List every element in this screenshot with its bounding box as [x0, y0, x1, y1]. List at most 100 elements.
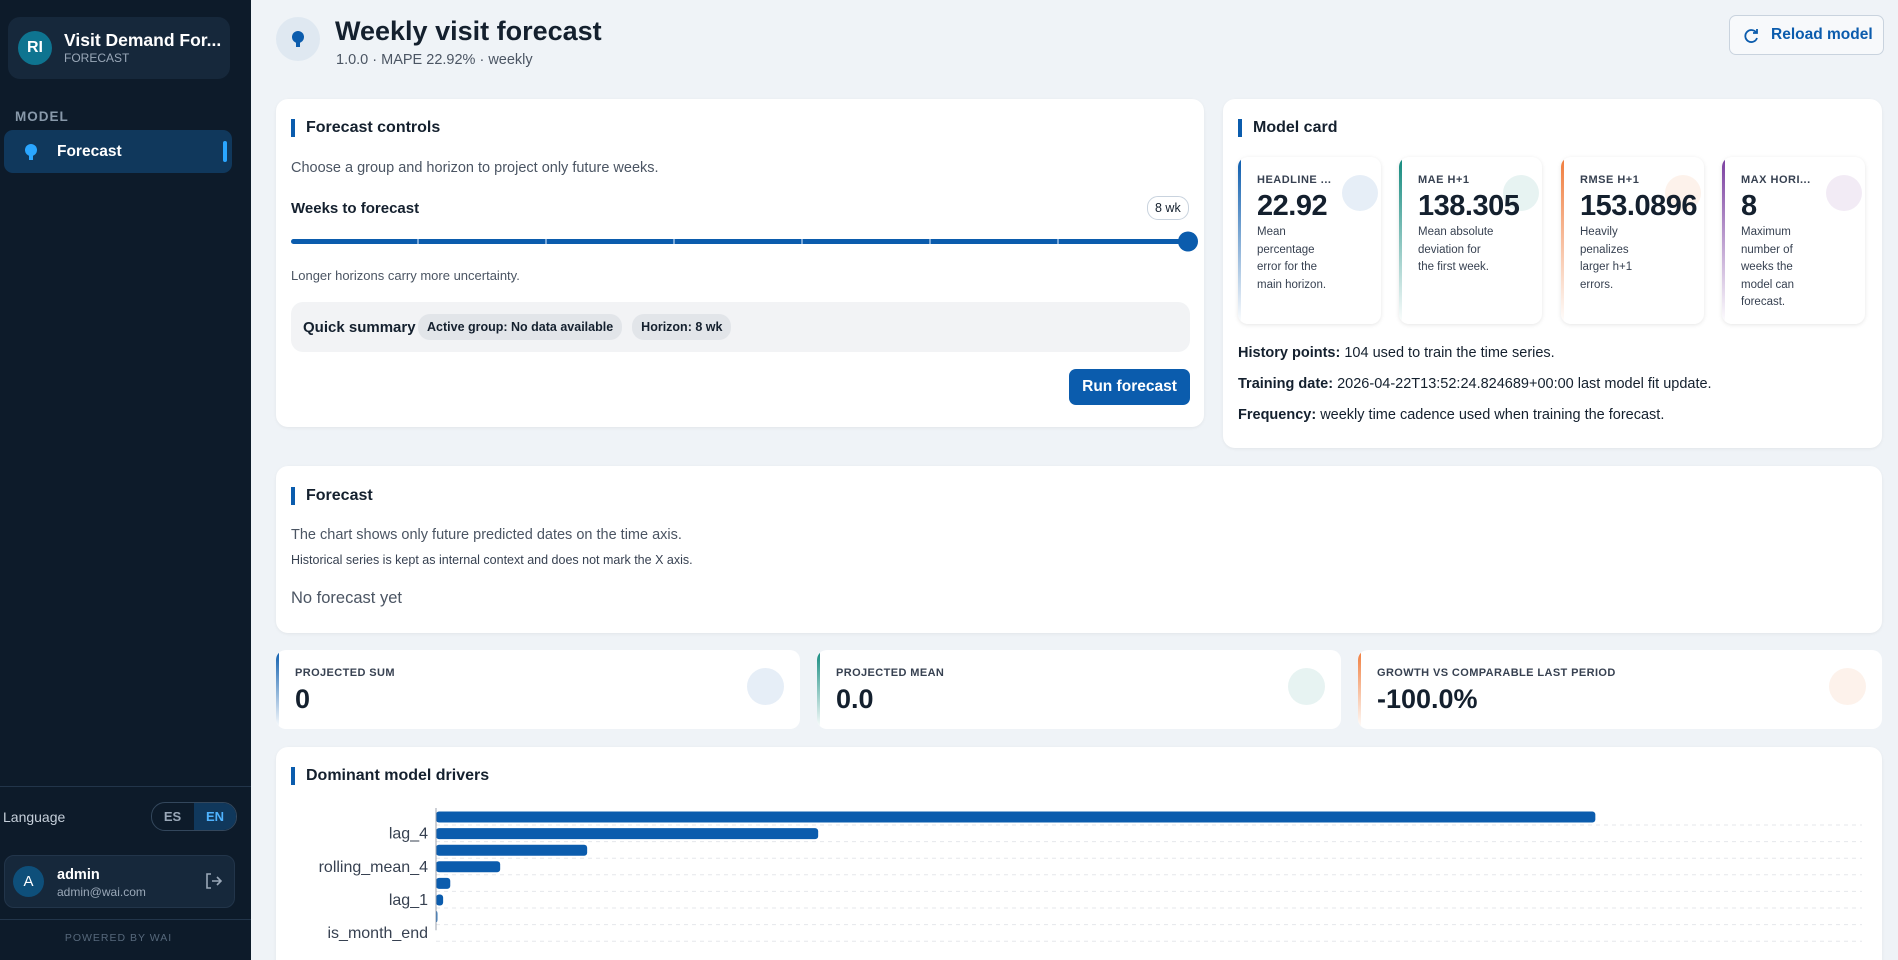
language-toggle: ES EN — [151, 802, 237, 831]
forecast-description: The chart shows only future predicted da… — [291, 527, 682, 543]
metric-description: Heavily penalizes larger h+1 errors. — [1580, 226, 1633, 291]
forecast-card: Forecast The chart shows only future pre… — [276, 466, 1882, 633]
detail-label: Frequency: — [1238, 407, 1317, 423]
language-label: Language — [3, 809, 66, 825]
y-tick-label: lag_4 — [389, 826, 428, 843]
detail-row: Training date: 2026-04-22T13:52:24.82468… — [1238, 376, 1712, 392]
page-title: Weekly visit forecast — [335, 16, 602, 46]
kpi-accent — [276, 650, 279, 729]
metric-deco — [1665, 175, 1701, 211]
forecast-note: Historical series is kept as internal co… — [291, 553, 693, 567]
language-option[interactable]: ES — [163, 809, 182, 824]
slider-label: Weeks to forecast — [291, 200, 420, 217]
run-button[interactable]: Run forecast — [1069, 369, 1190, 405]
chip: Horizon: 8 wk — [632, 314, 732, 340]
reload-label: Reload model — [1771, 26, 1873, 43]
kpi-accent — [1358, 650, 1361, 729]
card-title: Model card — [1238, 119, 1337, 137]
user-email: admin@wai.com — [57, 885, 146, 899]
slider-value: 8 wk — [1147, 196, 1189, 220]
bar — [436, 811, 1596, 823]
divider — [0, 919, 251, 920]
detail-text: weekly time cadence used when training t… — [1320, 407, 1665, 423]
metric-value: 8 — [1741, 190, 1757, 222]
metric-description: Mean absolute deviation for the first we… — [1418, 226, 1494, 273]
metric-label: MAE H+1 — [1418, 174, 1470, 186]
page-icon — [276, 17, 320, 61]
model-card: Model card HEADLINE ... 22.92 Mean percent… — [1223, 99, 1882, 448]
footer: POWERED BY WAI — [64, 932, 173, 944]
kpi-card: PROJECTED MEAN 0.0 — [817, 650, 1341, 729]
metric-description: Mean percentage error for the main horiz… — [1257, 226, 1327, 291]
metric-value: 153.0896 — [1580, 190, 1697, 222]
metric-description: Maximum number of weeks the model can fo… — [1741, 226, 1795, 308]
card-title: Forecast controls — [291, 119, 440, 137]
detail-row: History points: 104 used to train the ti… — [1238, 345, 1555, 361]
user-panel: A admin admin@wai.com — [4, 855, 235, 908]
bar — [436, 844, 588, 856]
nav-icon — [25, 144, 37, 160]
bar — [436, 861, 501, 873]
empty-state: No forecast yet — [291, 589, 402, 607]
kpi-deco — [1288, 668, 1325, 705]
kpi-label: PROJECTED SUM — [295, 667, 395, 679]
language-option[interactable]: EN — [194, 803, 236, 830]
metric-label: HEADLINE ... — [1257, 174, 1332, 186]
drivers-card: Dominant model drivers lag_4 rolling_mean… — [276, 747, 1882, 960]
y-tick-label: is_month_end — [327, 925, 428, 942]
slider-hint: Longer horizons carry more uncertainty. — [291, 268, 520, 283]
metric-accent — [1238, 157, 1241, 324]
reload-icon — [1744, 29, 1758, 43]
divider — [0, 786, 251, 787]
kpi-deco — [1829, 668, 1866, 705]
kpi-card: PROJECTED SUM 0 — [276, 650, 800, 729]
slider[interactable] — [289, 229, 1201, 253]
page-subtitle: 1.0.0 · MAPE 22.92% · weekly — [336, 52, 533, 68]
app-subtitle: FORECAST — [64, 51, 130, 65]
nav-indicator — [223, 141, 227, 162]
metric-card: MAX HORI... 8 Maximum number of weeks the … — [1722, 157, 1865, 324]
metric-label: RMSE H+1 — [1580, 174, 1640, 186]
metric-deco — [1342, 175, 1378, 211]
logout-icon[interactable] — [204, 872, 222, 890]
detail-label: Training date: — [1238, 376, 1334, 392]
controls-card: Forecast controls Choose a group and hor… — [276, 99, 1204, 427]
kpi-label: GROWTH VS COMPARABLE LAST PERIOD — [1377, 667, 1616, 679]
nav-item[interactable]: Forecast — [4, 130, 232, 173]
metric-card: HEADLINE ... 22.92 Mean percentage error f… — [1238, 157, 1381, 324]
metric-accent — [1722, 157, 1725, 324]
metric-label: MAX HORI... — [1741, 174, 1811, 186]
kpi-deco — [747, 668, 784, 705]
drivers-chart: lag_4 rolling_mean_4 lag_1 is_month_end — [319, 808, 1862, 942]
card-title: Dominant model drivers — [291, 767, 489, 785]
kpi-label: PROJECTED MEAN — [836, 667, 945, 679]
detail-label: History points: — [1238, 345, 1341, 361]
card-title: Forecast — [291, 487, 373, 505]
reload-button[interactable]: Reload model — [1729, 15, 1884, 55]
kpi-value: -100.0% — [1377, 684, 1478, 714]
detail-text: 2026-04-22T13:52:24.824689+00:00 last mo… — [1337, 376, 1712, 392]
y-tick-label: lag_1 — [389, 892, 428, 909]
kpi-accent — [817, 650, 820, 729]
metric-deco — [1503, 175, 1539, 211]
bar — [436, 828, 819, 840]
app-header: RI Visit Demand For... FORECAST — [8, 17, 230, 79]
kpi-value: 0.0 — [836, 684, 874, 714]
app-avatar: RI — [18, 31, 52, 65]
bar — [436, 894, 444, 906]
metric-accent — [1399, 157, 1402, 324]
metric-card: RMSE H+1 153.0896 Heavily penalizes larger… — [1561, 157, 1704, 324]
kpi-card: GROWTH VS COMPARABLE LAST PERIOD -100.0% — [1358, 650, 1882, 729]
kpi-value: 0 — [295, 684, 311, 714]
y-tick-label: rolling_mean_4 — [319, 859, 429, 876]
chips: Active group: No data available Horizon: … — [418, 314, 741, 340]
metric-accent — [1561, 157, 1564, 324]
bar — [436, 877, 451, 889]
metric-value: 22.92 — [1257, 190, 1328, 222]
nav-label: Forecast — [57, 143, 122, 160]
summary-label: Quick summary — [303, 319, 416, 336]
detail-row: Frequency: weekly time cadence used when… — [1238, 407, 1664, 423]
sidebar: RI Visit Demand For... FORECAST MODEL Fo… — [0, 0, 251, 960]
chip: Active group: No data available — [418, 314, 623, 340]
